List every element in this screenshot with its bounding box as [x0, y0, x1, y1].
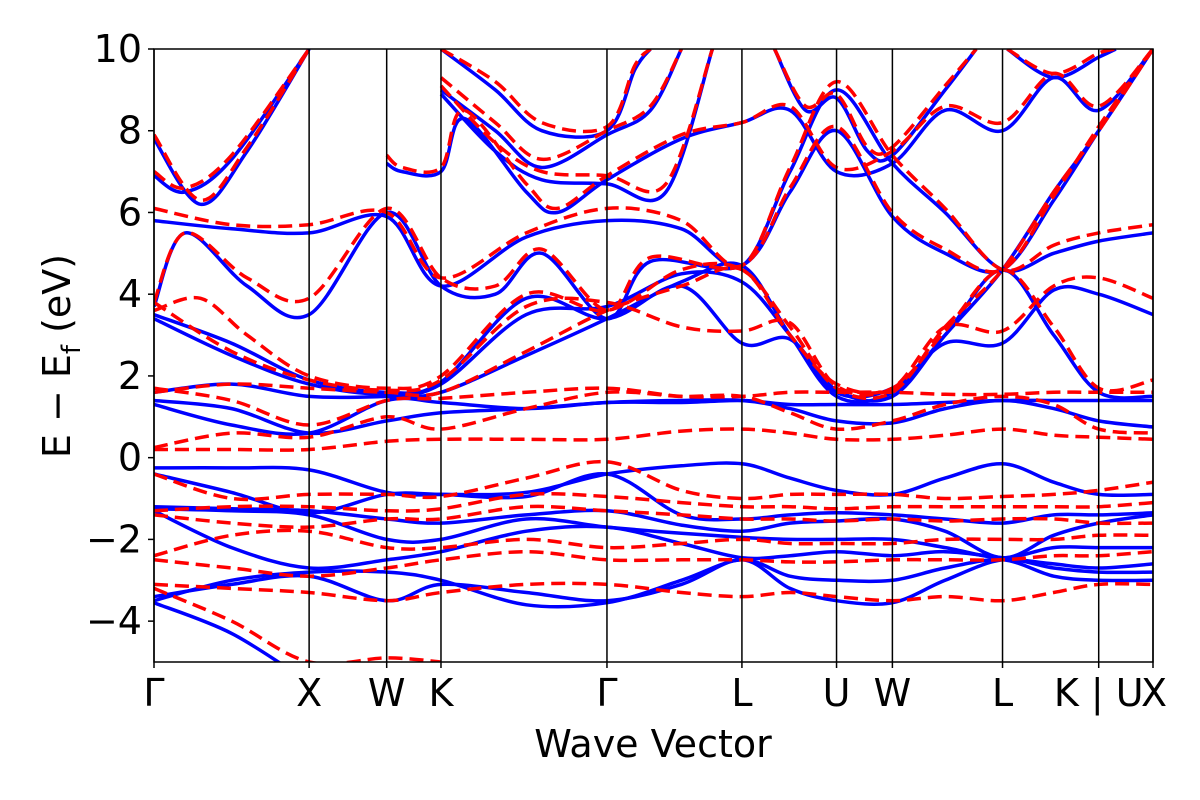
y-tick-label: 8 — [118, 109, 142, 153]
band-line — [154, 49, 311, 190]
band-line — [154, 459, 1153, 502]
x-tick-label: Γ — [143, 671, 164, 715]
x-tick-label: L — [992, 671, 1013, 715]
band-line — [440, 49, 652, 134]
series-dashed — [154, 49, 1153, 662]
y-axis-title-unit: (eV) — [35, 254, 79, 333]
band-line — [439, 49, 652, 139]
band-line — [154, 49, 311, 202]
y-tick-label: −4 — [86, 599, 142, 643]
band-line — [154, 528, 1153, 558]
band-line — [439, 49, 715, 194]
band-line — [772, 49, 978, 156]
band-line — [385, 49, 1153, 215]
band-line — [439, 49, 715, 203]
x-tick-label: X — [296, 671, 322, 715]
band-line — [154, 461, 1153, 498]
band-line — [154, 472, 1153, 525]
x-tick-label: W — [874, 671, 912, 715]
x-tick-label: L — [731, 671, 752, 715]
y-tick-label: 0 — [118, 436, 142, 480]
y-tick-label: 10 — [94, 27, 142, 71]
y-tick-label: 4 — [118, 272, 142, 316]
band-line — [154, 601, 282, 662]
band-line — [154, 549, 1153, 578]
x-tick-label: K — [429, 671, 455, 715]
band-line — [772, 49, 978, 163]
band-line — [439, 49, 683, 162]
band-line — [154, 491, 1153, 513]
x-tick-label: W — [368, 671, 406, 715]
band-line — [154, 396, 1153, 437]
x-tick-label: Γ — [596, 671, 617, 715]
band-line — [154, 581, 1153, 603]
band-line — [1006, 49, 1117, 76]
high-symmetry-lines — [153, 49, 1154, 662]
x-axis-title: Wave Vector — [534, 722, 772, 766]
y-tick-label: −2 — [86, 517, 142, 561]
band-line — [154, 427, 1153, 452]
band-line — [385, 49, 1153, 211]
band-line — [154, 275, 1153, 397]
y-axis-title-sub: f — [57, 344, 87, 354]
band-line — [154, 504, 1153, 560]
x-tick-label: X — [1141, 671, 1167, 715]
y-tick-label: 6 — [118, 190, 142, 234]
band-line — [154, 586, 442, 662]
band-line — [154, 49, 1153, 313]
band-line — [154, 386, 1153, 427]
band-line — [154, 49, 311, 207]
band-line — [154, 49, 1153, 401]
y-axis-title: E − Ef (eV) — [35, 254, 87, 458]
y-tick-label: 2 — [118, 354, 142, 398]
x-tick-label: U — [823, 671, 851, 715]
band-line — [439, 49, 683, 170]
plot-frame — [153, 48, 1154, 663]
y-axis-ticks: −4 −2 0 2 4 6 8 10 — [86, 27, 154, 643]
x-tick-label: K | U — [1054, 671, 1144, 716]
y-axis-title-main: E − E — [35, 354, 79, 458]
band-line — [154, 504, 1153, 529]
